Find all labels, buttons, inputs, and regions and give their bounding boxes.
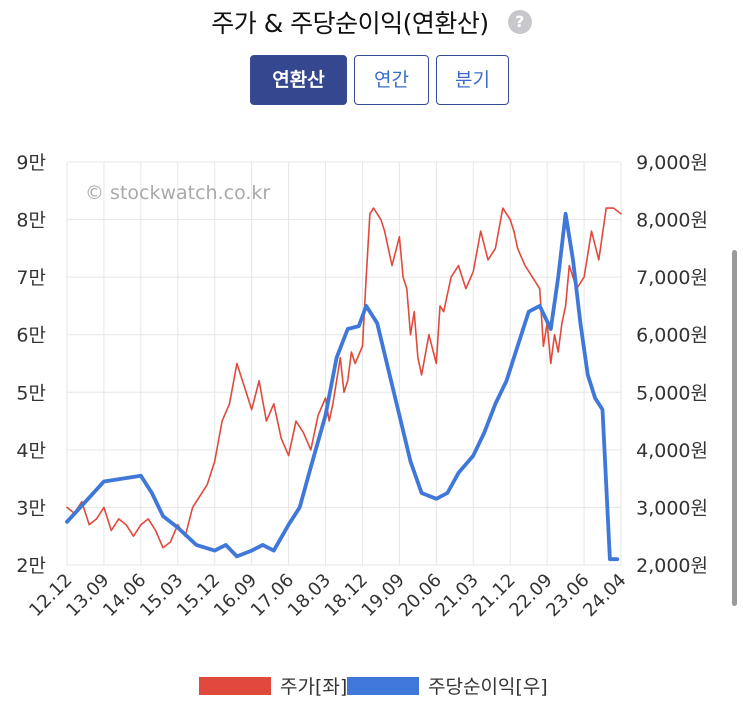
y-tick-left: 6만: [16, 325, 46, 347]
tab-quarterly[interactable]: 분기: [436, 55, 509, 105]
legend: 주가[좌] 주당순이익[우]: [199, 676, 548, 698]
y-tick-left: 5만: [16, 382, 46, 404]
watermark: © stockwatch.co.kr: [85, 182, 270, 204]
series-lines: [65, 207, 622, 562]
y-tick-right: 4,000원: [636, 440, 708, 462]
y-tick-right: 7,000원: [636, 267, 708, 289]
question-icon[interactable]: ?: [507, 10, 532, 34]
y-tick-right: 6,000원: [636, 325, 708, 347]
y-tick-left: 4만: [16, 440, 46, 462]
grid-lines: [66, 161, 622, 566]
y-tick-left: 3만: [16, 497, 46, 519]
legend-swatch-price: [199, 677, 271, 695]
title-row: 주가 & 주당순이익(연환산) ?: [0, 4, 743, 44]
y-tick-left: 7만: [16, 267, 46, 289]
scrollbar[interactable]: [732, 250, 737, 606]
y-tick-right: 5,000원: [636, 382, 708, 404]
page-title: 주가 & 주당순이익(연환산): [211, 9, 489, 38]
x-tick-label: 24.04: [579, 570, 630, 621]
y-tick-right: 3,000원: [636, 497, 708, 519]
y-tick-right: 8,000원: [636, 210, 708, 232]
y-tick-right: 9,000원: [636, 152, 708, 174]
legend-label-price: 주가[좌]: [280, 676, 347, 698]
y-tick-left: 9만: [16, 152, 46, 174]
y-axis-right: 2,000원 3,000원 4,000원 5,000원 6,000원 7,000원 8,00…: [636, 152, 708, 577]
price-line: [66, 207, 622, 549]
x-axis: 12.1213.0914.0615.0315.1216.0917.0618.03…: [25, 570, 630, 621]
legend-label-eps: 주당순이익[우]: [428, 676, 548, 698]
tab-annualized[interactable]: 연환산: [250, 55, 347, 105]
eps-line: [65, 211, 620, 562]
y-axis-left: 2만 3만 4만 5만 6만 7만 8만 9만: [16, 152, 46, 577]
y-tick-left: 8만: [16, 210, 46, 232]
y-tick-right: 2,000원: [636, 555, 708, 577]
tab-annual[interactable]: 연간: [354, 55, 429, 105]
y-tick-left: 2만: [16, 555, 46, 577]
legend-swatch-eps: [347, 677, 419, 695]
